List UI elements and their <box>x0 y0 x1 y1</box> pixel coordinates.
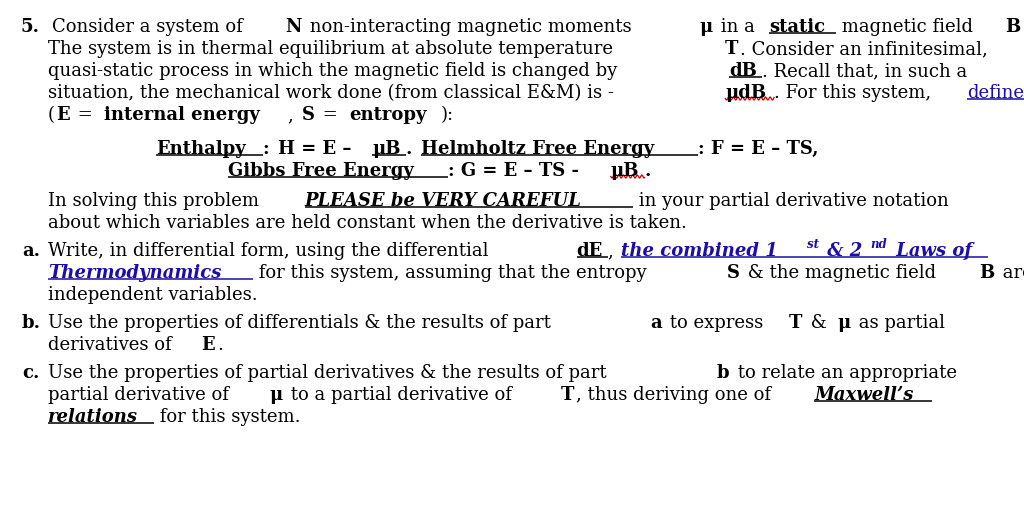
Text: PLEASE be VERY CAREFUL: PLEASE be VERY CAREFUL <box>305 192 582 210</box>
Text: internal energy: internal energy <box>103 106 259 124</box>
Text: . Consider an infinitesimal,: . Consider an infinitesimal, <box>740 40 988 58</box>
Text: .: . <box>645 162 651 180</box>
Text: to relate an appropriate: to relate an appropriate <box>732 364 956 382</box>
Text: H = E –: H = E – <box>278 140 357 158</box>
Text: μB: μB <box>611 162 639 180</box>
Text: N: N <box>285 18 301 36</box>
Text: :: : <box>262 140 275 158</box>
Text: In solving this problem: In solving this problem <box>48 192 264 210</box>
Text: Use the properties of partial derivatives & the results of part: Use the properties of partial derivative… <box>48 364 612 382</box>
Text: ,: , <box>289 106 300 124</box>
Text: about which variables are held constant when the derivative is taken.: about which variables are held constant … <box>48 214 687 232</box>
Text: magnetic field: magnetic field <box>836 18 979 36</box>
Text: Use the properties of differentials & the results of part: Use the properties of differentials & th… <box>48 314 556 332</box>
Text: st: st <box>807 238 819 251</box>
Text: partial derivative of: partial derivative of <box>48 386 234 404</box>
Text: a: a <box>650 314 663 332</box>
Text: μ: μ <box>269 386 283 404</box>
Text: =: = <box>317 106 344 124</box>
Text: entropy: entropy <box>349 106 426 124</box>
Text: (: ( <box>48 106 54 124</box>
Text: .: . <box>217 336 223 354</box>
Text: for this system, assuming that the entropy: for this system, assuming that the entro… <box>253 264 652 282</box>
Text: Thermodynamics: Thermodynamics <box>48 264 221 282</box>
Text: S: S <box>727 264 739 282</box>
Text: μ: μ <box>838 314 851 332</box>
Text: : F = E – TS,: : F = E – TS, <box>697 140 818 158</box>
Text: , thus deriving one of: , thus deriving one of <box>577 386 777 404</box>
Text: T: T <box>560 386 573 404</box>
Text: .: . <box>407 140 419 158</box>
Text: b.: b. <box>23 314 41 332</box>
Text: independent variables.: independent variables. <box>48 286 257 304</box>
Text: Maxwell’s: Maxwell’s <box>814 386 913 404</box>
Text: a.: a. <box>23 242 40 260</box>
Text: as partial: as partial <box>853 314 945 332</box>
Text: 5.: 5. <box>20 18 39 36</box>
Text: & the magnetic field: & the magnetic field <box>742 264 942 282</box>
Text: μ: μ <box>699 18 713 36</box>
Text: & 2: & 2 <box>821 242 863 260</box>
Text: in a: in a <box>715 18 761 36</box>
Text: . For this system,: . For this system, <box>774 84 937 102</box>
Text: T: T <box>724 40 737 58</box>
Text: ):: ): <box>440 106 454 124</box>
Text: Gibbs Free Energy: Gibbs Free Energy <box>227 162 414 180</box>
Text: E: E <box>56 106 70 124</box>
Text: Consider a system of: Consider a system of <box>52 18 249 36</box>
Text: in your partial derivative notation: in your partial derivative notation <box>633 192 948 210</box>
Text: B: B <box>979 264 994 282</box>
Text: . Recall that, in such a: . Recall that, in such a <box>763 62 968 80</box>
Text: derivatives of: derivatives of <box>48 336 177 354</box>
Text: =: = <box>73 106 98 124</box>
Text: S: S <box>302 106 315 124</box>
Text: Write, in differential form, using the differential: Write, in differential form, using the d… <box>48 242 494 260</box>
Text: T: T <box>788 314 802 332</box>
Text: Laws of: Laws of <box>890 242 973 260</box>
Text: for this system.: for this system. <box>155 408 301 426</box>
Text: quasi-static process in which the magnetic field is changed by: quasi-static process in which the magnet… <box>48 62 623 80</box>
Text: μdB: μdB <box>725 84 766 102</box>
Text: : G = E – TS -: : G = E – TS - <box>449 162 586 180</box>
Text: dE: dE <box>577 242 603 260</box>
Text: E: E <box>201 336 215 354</box>
Text: the combined 1: the combined 1 <box>622 242 778 260</box>
Text: &: & <box>805 314 833 332</box>
Text: dB: dB <box>729 62 757 80</box>
Text: Helmholtz Free Energy: Helmholtz Free Energy <box>421 140 654 158</box>
Text: nd: nd <box>870 238 887 251</box>
Text: to express: to express <box>665 314 769 332</box>
Text: situation, the mechanical work done (from classical E&M) is -: situation, the mechanical work done (fro… <box>48 84 620 102</box>
Text: The system is in thermal equilibrium at absolute temperature: The system is in thermal equilibrium at … <box>48 40 618 58</box>
Text: c.: c. <box>23 364 39 382</box>
Text: define: define <box>967 84 1024 102</box>
Text: b: b <box>717 364 729 382</box>
Text: relations: relations <box>48 408 138 426</box>
Text: non-interacting magnetic moments: non-interacting magnetic moments <box>304 18 638 36</box>
Text: are: are <box>997 264 1024 282</box>
Text: μB: μB <box>373 140 400 158</box>
Text: ,: , <box>608 242 620 260</box>
Text: B: B <box>1006 18 1020 36</box>
Text: to a partial derivative of: to a partial derivative of <box>285 386 517 404</box>
Text: Enthalpy: Enthalpy <box>157 140 246 158</box>
Text: static: static <box>769 18 825 36</box>
